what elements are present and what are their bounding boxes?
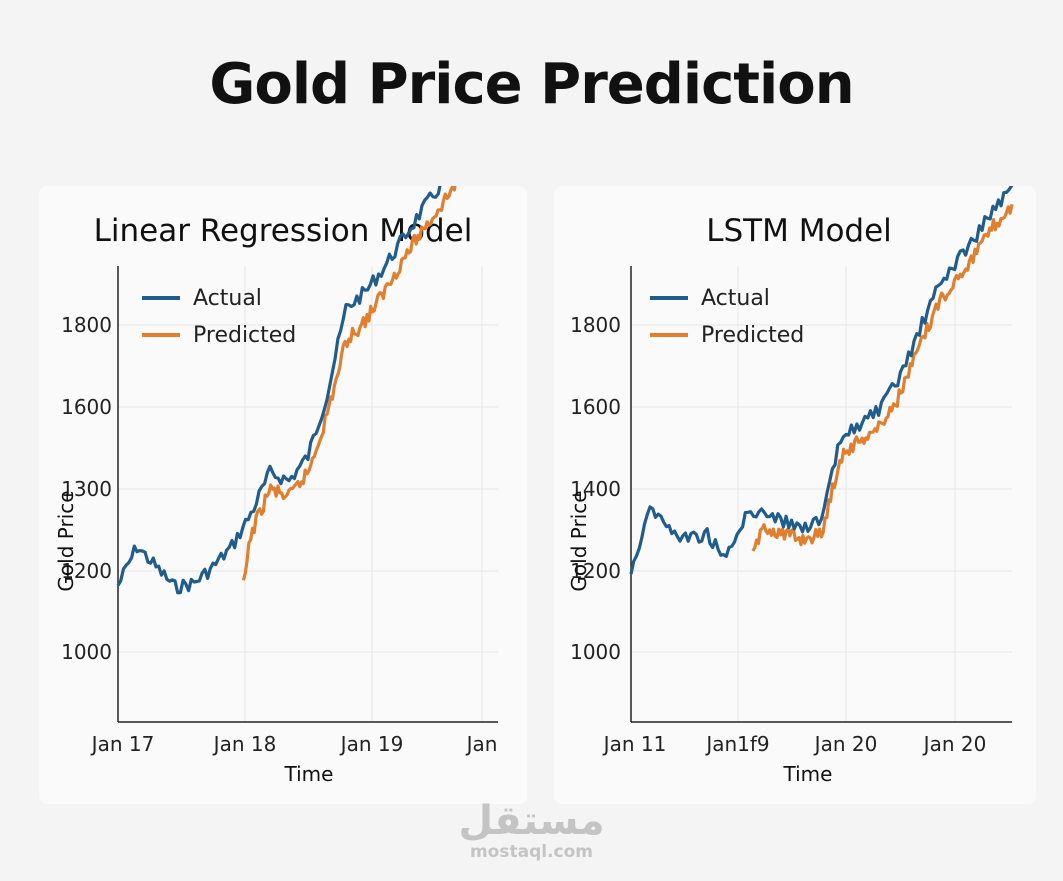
series-line-predicted bbox=[751, 203, 1014, 552]
x-tick-label: Jan 19 bbox=[339, 732, 404, 756]
x-tick-label: Jan 20 bbox=[813, 732, 878, 756]
x-tick-label: Jan1f9 bbox=[704, 732, 769, 756]
y-axis-label: Gold Price bbox=[54, 490, 78, 591]
y-tick-label: 1000 bbox=[61, 640, 112, 664]
series-line-actual bbox=[629, 186, 1014, 575]
linear-regression-chart: Linear Regression Model10001200130016001… bbox=[54, 186, 498, 786]
chart-title: LSTM Model bbox=[706, 213, 892, 249]
page-title: Gold Price Prediction bbox=[209, 52, 854, 117]
lstm-chart-panel: LSTM Model 1000 1200 1400 1600 1800 Jan 11 Jan1… bbox=[554, 186, 1036, 804]
watermark-logo: مستقل bbox=[458, 798, 605, 844]
x-tick-label: Jan 20 bbox=[922, 732, 987, 756]
legend-label: Predicted bbox=[193, 323, 296, 348]
y-tick-label: 1600 bbox=[570, 395, 621, 419]
x-axis-label: Time bbox=[783, 762, 833, 786]
legend-label: Actual bbox=[701, 286, 770, 311]
x-tick-label: Jan bbox=[465, 732, 498, 756]
legend-label: Actual bbox=[193, 286, 262, 311]
x-tick-label: Jan 18 bbox=[212, 732, 277, 756]
y-tick-label: 1600 bbox=[61, 395, 112, 419]
y-tick-label: 1400 bbox=[570, 477, 621, 501]
series-line-actual bbox=[116, 186, 442, 595]
watermark-url: mostaql.com bbox=[469, 842, 594, 862]
y-tick-label: 1200 bbox=[61, 559, 112, 583]
lstm-chart: LSTM Model 1000 1200 1400 1600 1800 Jan 11 Jan1… bbox=[567, 186, 1014, 786]
y-tick-label: 1000 bbox=[570, 640, 621, 664]
series-line-predicted bbox=[241, 186, 457, 581]
y-tick-label: 1300 bbox=[61, 477, 112, 501]
y-tick-label: 1800 bbox=[570, 313, 621, 337]
y-tick-label: 1200 bbox=[570, 559, 621, 583]
x-tick-label: Jan 17 bbox=[90, 732, 155, 756]
y-tick-label: 1800 bbox=[61, 313, 112, 337]
x-axis-label: Time bbox=[284, 762, 334, 786]
y-axis-label: Gold Price bbox=[567, 490, 591, 591]
x-tick-label: Jan 11 bbox=[602, 732, 667, 756]
legend-label: Predicted bbox=[701, 323, 804, 348]
linear-regression-chart-panel: Linear Regression Model 1000 1200 1300 1600 1… bbox=[39, 186, 527, 804]
